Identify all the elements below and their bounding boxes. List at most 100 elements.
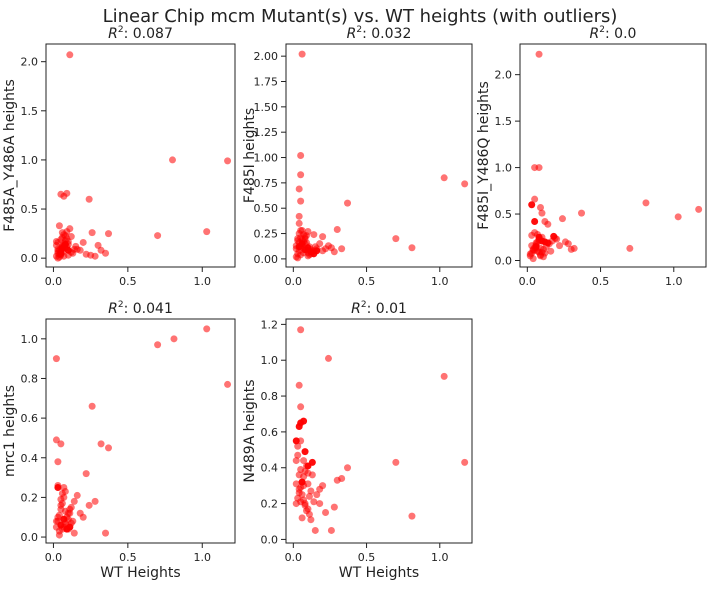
data-point-dense (66, 523, 74, 531)
y-tick-label: 1.0 (495, 162, 513, 175)
data-point (529, 255, 537, 263)
title-superscript: 2 (118, 25, 124, 35)
y-tick-label: 1.5 (495, 115, 513, 128)
data-point (461, 458, 469, 466)
data-point (330, 503, 338, 511)
data-point (305, 492, 313, 500)
x-tick-label: 1.0 (194, 275, 212, 288)
data-point (304, 469, 312, 477)
title-symbol: R (108, 26, 118, 42)
data-point (170, 335, 178, 343)
data-point (295, 219, 303, 227)
data-point (154, 341, 162, 349)
data-point (392, 458, 400, 466)
data-point (79, 513, 87, 521)
data-point-dense (300, 417, 308, 425)
x-tick-label: 0.0 (285, 551, 303, 564)
y-tick-label: 0.75 (254, 177, 279, 190)
data-point (392, 235, 400, 243)
data-point-dense (531, 217, 539, 225)
data-point (408, 244, 416, 252)
data-point (88, 229, 96, 237)
subplot-title: R2: 0.087 (108, 25, 173, 42)
subplot-title: R2: 0.041 (108, 300, 173, 317)
data-point (333, 225, 341, 233)
y-tick-label: 1.50 (254, 101, 279, 114)
title-symbol: R (590, 26, 600, 42)
data-point (52, 355, 60, 363)
data-point (168, 156, 176, 164)
y-tick-label: 0.0 (495, 254, 513, 267)
data-point (105, 230, 113, 238)
data-point (316, 240, 324, 248)
title-symbol: R (351, 301, 361, 317)
data-point (642, 199, 650, 207)
y-tick-label: 0.0 (21, 252, 39, 265)
data-point-dense (550, 232, 558, 240)
y-tick-label: 0.4 (261, 462, 279, 475)
data-point (307, 487, 315, 495)
y-tick-label: 0.6 (261, 426, 279, 439)
data-point-dense (57, 521, 65, 529)
data-point (298, 491, 306, 499)
data-point (408, 512, 416, 520)
data-point (322, 509, 330, 517)
data-point (578, 209, 586, 217)
data-point (313, 491, 321, 499)
axes-frame (45, 43, 236, 268)
data-point (674, 213, 682, 221)
y-axis-label: mrc1 heights (2, 385, 18, 477)
data-point (87, 251, 95, 259)
title-value: : 0.01 (367, 301, 407, 317)
x-axis-label: WT Heights (100, 565, 180, 581)
data-point (537, 204, 545, 212)
data-point (70, 497, 78, 505)
data-point (55, 222, 63, 230)
y-tick-label: 1.0 (21, 333, 39, 346)
data-point (298, 514, 306, 522)
data-point (82, 470, 90, 478)
data-point (558, 215, 566, 223)
data-point (310, 231, 318, 239)
x-tick-label: 0.0 (519, 275, 537, 288)
x-tick-label: 0.5 (592, 275, 610, 288)
y-tick-label: 0.5 (495, 208, 513, 221)
data-point (61, 232, 69, 240)
data-point (69, 517, 77, 525)
data-point (73, 491, 81, 499)
data-point (303, 507, 311, 515)
title-value: : 0.032 (362, 26, 411, 42)
data-point (224, 157, 232, 165)
data-point (97, 440, 105, 448)
data-point (292, 457, 300, 465)
data-point (102, 529, 110, 537)
subplot-title: R2: 0.0 (590, 25, 637, 42)
data-point (73, 245, 81, 253)
data-point-dense (308, 458, 316, 466)
y-tick-label: 0.2 (261, 498, 279, 511)
y-tick-label: 0.8 (261, 390, 279, 403)
y-tick-label: 2.00 (254, 50, 279, 63)
data-point (461, 180, 469, 188)
y-tick-label: 0.25 (254, 228, 279, 241)
data-point-dense (64, 246, 72, 254)
axes-frame (519, 43, 707, 268)
x-tick-label: 0.5 (119, 275, 137, 288)
data-point (535, 50, 543, 58)
subplot-title: R2: 0.032 (347, 25, 412, 42)
x-tick-label: 1.0 (665, 275, 683, 288)
data-point (79, 238, 87, 246)
data-point (564, 240, 572, 248)
data-point-dense (298, 240, 306, 248)
data-point (295, 212, 303, 220)
data-point (58, 489, 66, 497)
data-point (64, 509, 72, 517)
axes-frame (285, 43, 473, 268)
data-point (85, 195, 93, 203)
subplot-2: 0.0 0.5 1.0 0.00 0.25 0.50 0.75 1.00 1.25 1.50 1.7… (242, 25, 473, 288)
data-point (547, 247, 555, 255)
y-tick-label: 1.0 (261, 354, 279, 367)
data-point-dense (295, 423, 303, 431)
x-tick-label: 0.0 (45, 551, 63, 564)
